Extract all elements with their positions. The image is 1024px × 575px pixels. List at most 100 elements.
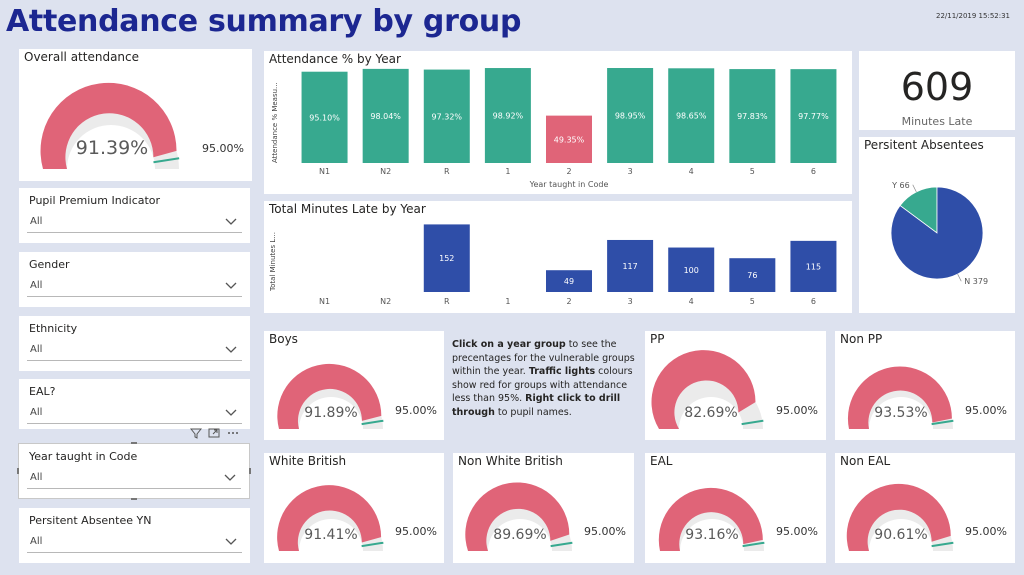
pie-chart[interactable]: Y 66 N 379 (859, 137, 1015, 313)
attendance-by-year-chart[interactable]: Attendance % by Year Attendance % Measu.… (264, 51, 852, 194)
gauge-title: Non EAL (840, 454, 891, 468)
gauge-eal[interactable]: EAL 93.16% 95.00% (645, 453, 826, 563)
overall-attendance-gauge[interactable]: Overall attendance 91.39% 95.00% (19, 49, 252, 181)
gauge-target: 95.00% (395, 404, 437, 417)
slicer-pupil-premium[interactable]: Pupil Premium Indicator All (19, 188, 250, 243)
gauge-title: EAL (650, 454, 673, 468)
bar[interactable] (607, 239, 654, 292)
dropdown-value: All (30, 407, 43, 418)
resize-handle[interactable] (131, 442, 137, 444)
slicer-gender[interactable]: Gender All (19, 252, 250, 307)
slicer-ethnicity[interactable]: Ethnicity All (19, 316, 250, 371)
bar[interactable] (546, 270, 592, 292)
gauge-value: 82.69% (684, 405, 738, 421)
gauge-value: 91.89% (304, 405, 358, 421)
pie-slice[interactable] (890, 186, 984, 280)
x-tick-label: 6 (811, 167, 816, 176)
gauge-boys[interactable]: Boys 91.89% 95.00% (264, 331, 444, 440)
x-tick-label: 1 (505, 167, 510, 176)
x-tick-label: 5 (750, 167, 755, 176)
bar[interactable] (423, 69, 470, 163)
bar[interactable] (362, 68, 409, 163)
chevron-down-icon (225, 409, 237, 416)
bar[interactable] (668, 68, 715, 163)
ethnicity-dropdown[interactable]: All (27, 339, 242, 361)
minutes-late-card[interactable]: 609 Minutes Late (859, 51, 1015, 130)
gauge-value: 89.69% (493, 527, 547, 543)
minutes-bars[interactable]: Total Minutes L... N1 N2 152 R 1 49 2 117 3 100 4 76… (264, 201, 852, 313)
persistent-absentees-pie[interactable]: Persitent Absentees Y 66 N 379 (859, 137, 1015, 313)
instructions-text-part: to see the precentages for the vulnerabl… (452, 339, 635, 377)
gauge-title: Boys (269, 332, 298, 346)
filter-icon[interactable] (190, 427, 202, 439)
bar[interactable] (546, 115, 592, 163)
slicer-year-taught[interactable]: Year taught in Code All (19, 444, 249, 498)
chart-title: Persitent Absentees (864, 138, 984, 152)
slicer-persistent-absentee[interactable]: Persitent Absentee YN All (19, 508, 250, 563)
chevron-down-icon (225, 218, 237, 225)
gauge-target-marker (361, 419, 384, 426)
gauge-target: 95.00% (965, 525, 1007, 538)
resize-handle[interactable] (17, 468, 19, 474)
chevron-down-icon (224, 474, 236, 481)
gauge-fill (277, 363, 382, 429)
x-axis-title: Year taught in Code (529, 180, 609, 189)
gauge-arc (847, 366, 954, 429)
gauge-fill (658, 487, 763, 551)
refresh-timestamp: 22/11/2019 15:52:31 (935, 12, 1010, 20)
x-tick-label: 4 (689, 297, 694, 306)
bar[interactable] (729, 258, 776, 292)
gauge-target: 95.00% (584, 525, 626, 538)
slicer-title: Ethnicity (29, 322, 78, 335)
bar[interactable] (729, 69, 776, 163)
bar[interactable] (790, 69, 837, 163)
bar[interactable] (668, 247, 715, 292)
more-options-icon[interactable] (226, 427, 240, 439)
gauge-value: 90.61% (874, 527, 928, 543)
bar-data-label: 115 (806, 262, 821, 271)
bar[interactable] (423, 224, 470, 292)
gauge-non-pp[interactable]: Non PP 93.53% 95.00% (835, 331, 1015, 440)
year-taught-dropdown[interactable]: All (27, 467, 241, 489)
resize-handle[interactable] (249, 468, 251, 474)
card-label: Minutes Late (901, 115, 973, 128)
attendance-bars[interactable]: Attendance % Measu... 95.10% N1 98.04% N2 97.… (264, 51, 852, 194)
instructions-bold: Right click to drill through (452, 393, 621, 418)
bar[interactable] (301, 71, 348, 163)
gauge-value: 91.39% (75, 137, 149, 159)
x-tick-label: 4 (689, 167, 694, 176)
resize-handle[interactable] (131, 498, 137, 500)
gauge-fill (846, 483, 951, 551)
pupil-premium-dropdown[interactable]: All (27, 211, 242, 233)
bar[interactable] (607, 68, 654, 163)
gauge-non-white-british[interactable]: Non White British 89.69% 95.00% (453, 453, 634, 563)
gauge-non-eal[interactable]: Non EAL 90.61% 95.00% (835, 453, 1015, 563)
bar-data-label: 98.95% (615, 112, 646, 121)
x-tick-label: 3 (628, 297, 633, 306)
bar-data-label: 98.65% (676, 112, 707, 121)
bar-data-label: 98.04% (370, 112, 401, 121)
focus-mode-icon[interactable] (208, 427, 220, 439)
gauge-fill (847, 366, 952, 429)
dropdown-value: All (30, 280, 43, 291)
x-tick-label: 2 (566, 167, 571, 176)
gauge-title: Non PP (840, 332, 883, 346)
gauge-white-british[interactable]: White British 91.41% 95.00% (264, 453, 444, 563)
gauge-pp[interactable]: PP 82.69% 95.00% (645, 331, 826, 440)
minutes-late-by-year-chart[interactable]: Total Minutes Late by Year Total Minutes… (264, 201, 852, 313)
slicer-title: Persitent Absentee YN (29, 514, 152, 527)
x-tick-label: 2 (566, 297, 571, 306)
bar[interactable] (790, 240, 837, 292)
gauge-arc (40, 82, 180, 169)
slicer-eal[interactable]: EAL? All (19, 379, 250, 429)
persistent-absentee-dropdown[interactable]: All (27, 531, 242, 553)
x-tick-label: N2 (380, 167, 391, 176)
bar[interactable] (484, 68, 531, 163)
gauge-title: Non White British (458, 454, 563, 468)
bar-data-label: 49 (564, 277, 574, 286)
gender-dropdown[interactable]: All (27, 275, 242, 297)
x-tick-label: N2 (380, 297, 391, 306)
eal-dropdown[interactable]: All (27, 402, 242, 424)
gauge-fill (651, 350, 756, 429)
bar-data-label: 49.35% (554, 135, 585, 144)
